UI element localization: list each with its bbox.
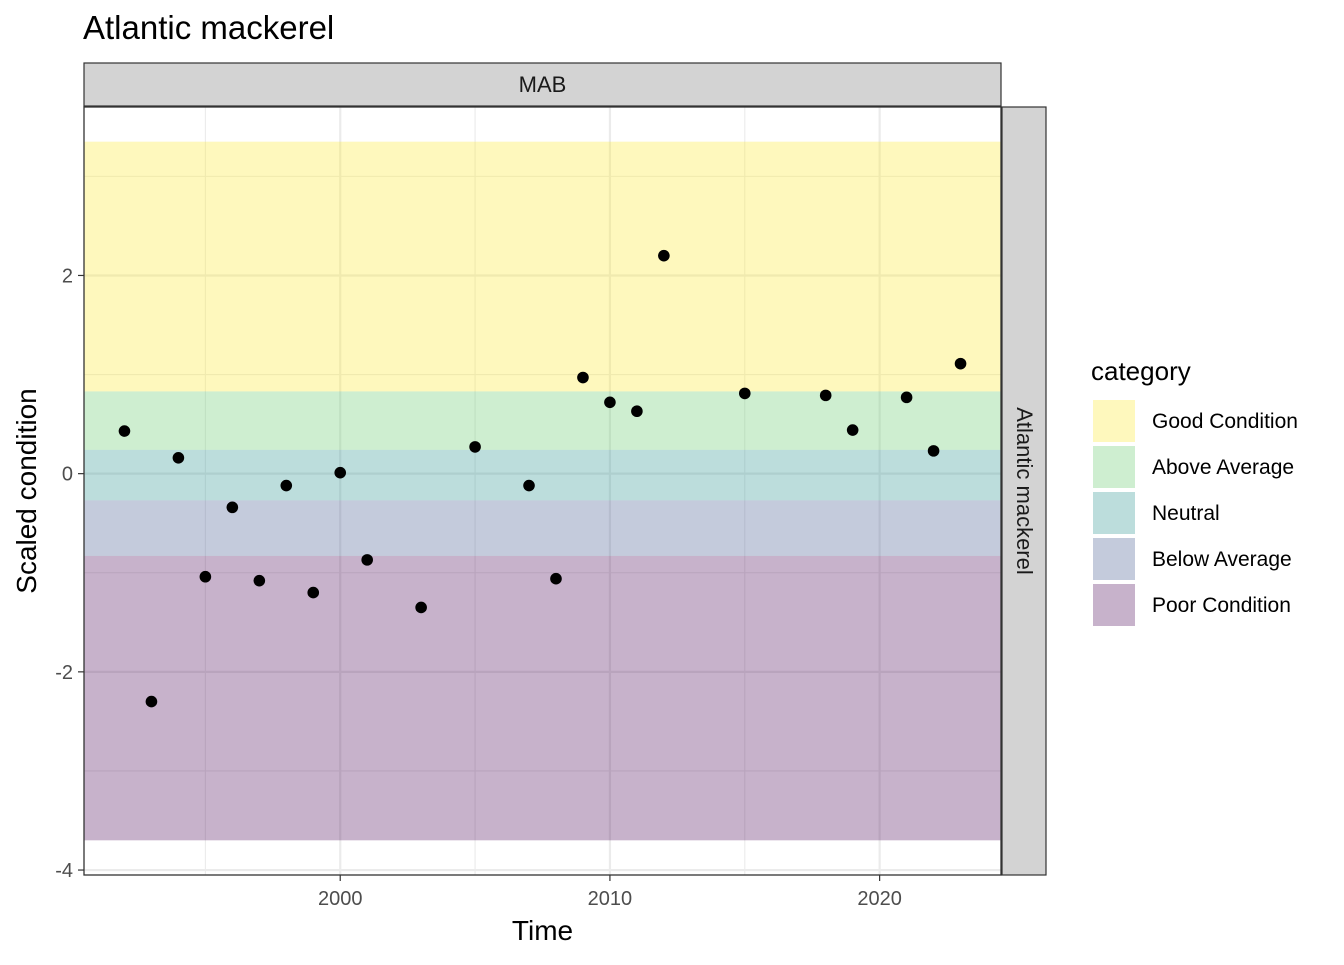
data-point [604, 397, 616, 409]
legend-title: category [1091, 356, 1191, 386]
data-point [334, 467, 346, 479]
condition-bands [84, 142, 1001, 841]
data-point [631, 405, 643, 417]
data-point [280, 480, 292, 492]
data-point [227, 502, 239, 514]
y-tick-label: 2 [62, 265, 73, 287]
data-point [119, 425, 131, 437]
facet-strip-top-label: MAB [519, 72, 567, 97]
data-point [550, 573, 562, 585]
data-point [415, 602, 427, 614]
y-tick-label: -4 [55, 860, 73, 882]
data-point [658, 250, 670, 262]
legend-key [1093, 538, 1135, 580]
data-point [901, 392, 913, 404]
legend-label: Neutral [1152, 502, 1220, 525]
condition-band [84, 450, 1001, 501]
condition-band [84, 500, 1001, 555]
data-point [173, 452, 185, 464]
data-point [928, 445, 940, 457]
legend-label: Good Condition [1152, 410, 1298, 433]
x-axis: 2000 2010 2020 [318, 875, 902, 910]
y-axis-title: Scaled condition [11, 388, 42, 593]
data-point [577, 372, 589, 384]
condition-band [84, 556, 1001, 840]
x-tick-label: 2020 [857, 888, 902, 910]
y-axis: -4 -2 0 2 [55, 265, 84, 882]
data-point [955, 358, 967, 370]
legend-key [1093, 584, 1135, 626]
data-point [254, 575, 266, 587]
y-tick-label: 0 [62, 464, 73, 486]
data-point [361, 554, 373, 566]
legend-key [1093, 492, 1135, 534]
data-point [469, 441, 481, 453]
legend-label: Below Average [1152, 548, 1292, 571]
data-point [847, 424, 859, 436]
x-axis-title: Time [512, 915, 573, 946]
data-point [307, 587, 319, 599]
legend: Good Condition Above Average Neutral Below … [1092, 399, 1298, 627]
data-point [523, 480, 535, 492]
legend-label: Poor Condition [1152, 594, 1291, 617]
legend-label: Above Average [1152, 456, 1294, 479]
data-point [146, 696, 158, 708]
data-point [200, 571, 212, 583]
x-tick-label: 2000 [318, 888, 363, 910]
facet-strip-right-label: Atlantic mackerel [1012, 407, 1037, 575]
legend-key [1093, 446, 1135, 488]
legend-key [1093, 400, 1135, 442]
chart-title: Atlantic mackerel [83, 9, 334, 46]
data-point [820, 390, 832, 402]
condition-band [84, 142, 1001, 392]
x-tick-label: 2010 [588, 888, 633, 910]
data-point [739, 388, 751, 400]
condition-band [84, 391, 1001, 449]
y-tick-label: -2 [55, 662, 73, 684]
